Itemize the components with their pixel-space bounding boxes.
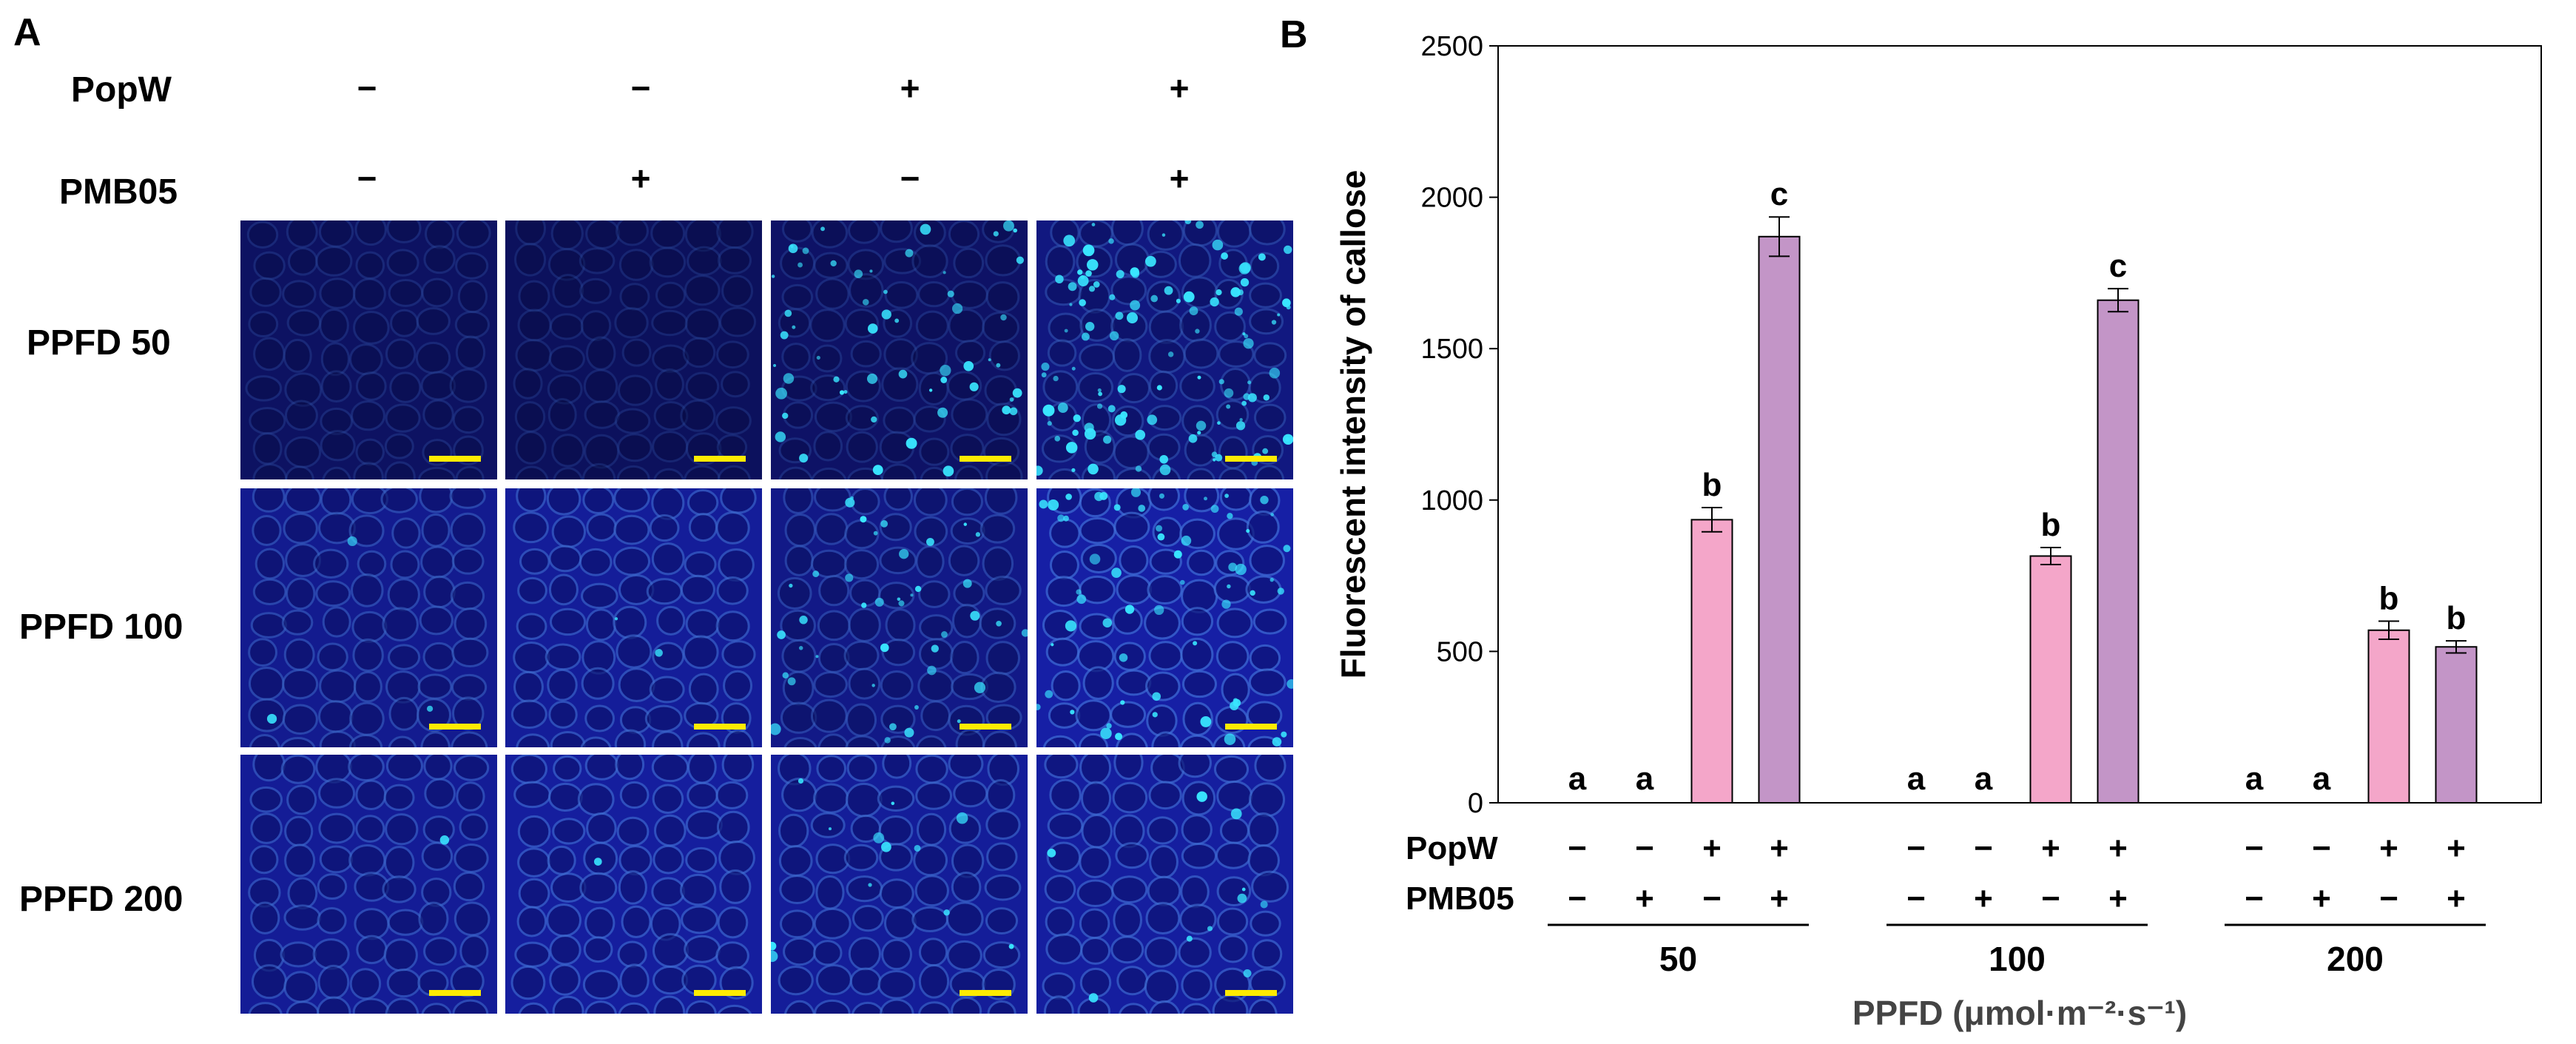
popw-sign-col1: − [357, 69, 377, 107]
popw-axis-label: PopW [1406, 830, 1498, 866]
micrograph-r3-c4 [1036, 755, 1293, 1014]
popw-sign: − [1906, 830, 1926, 866]
significance-letter: a [1568, 761, 1587, 797]
popw-sign: − [2312, 830, 2331, 866]
significance-letter: b [2041, 507, 2061, 543]
bar-50-4 [1758, 235, 1801, 804]
scale-bar [1225, 456, 1277, 462]
significance-letter: a [1907, 761, 1926, 797]
pmb05-sign: + [2447, 880, 2466, 917]
scale-bar [429, 456, 481, 462]
scale-bar [694, 724, 746, 730]
x-group-label-50: 50 [1659, 940, 1697, 978]
pmb05-sign: + [2108, 880, 2128, 917]
y-tick-label: 500 [1437, 636, 1483, 667]
popw-row-label: PopW [71, 70, 172, 110]
pmb05-sign-col3: − [900, 159, 920, 198]
micrograph-r3-c2 [505, 755, 762, 1014]
popw-sign: − [1635, 830, 1654, 866]
micrograph-r2-c3 [771, 488, 1028, 747]
popw-sign-col2: − [630, 69, 651, 107]
pmb05-sign: − [2245, 880, 2264, 917]
y-tick-label: 0 [1468, 788, 1483, 819]
micrograph-r2-c1 [240, 488, 497, 747]
micrograph-r2-c4 [1036, 488, 1293, 747]
scale-bar [1225, 990, 1277, 996]
panel-b-letter: B [1280, 13, 1308, 56]
pmb05-sign-col4: + [1169, 159, 1190, 198]
pmb05-sign: − [1702, 880, 1722, 917]
micrograph-r3-c3 [771, 755, 1028, 1014]
bar-100-4 [2097, 299, 2140, 804]
popw-sign-col3: + [900, 69, 920, 107]
x-axis-label: PPFD (μmol·m⁻²·s⁻¹) [1852, 994, 2187, 1032]
micrograph-r1-c1 [240, 220, 497, 479]
row-label-ppfd-50: PPFD 50 [27, 323, 171, 363]
pmb05-sign: + [1770, 880, 1789, 917]
popw-sign: + [1702, 830, 1722, 866]
micrograph-r1-c2 [505, 220, 762, 479]
y-axis-label: Fluorescent intensity of callose [1334, 170, 1372, 679]
scale-bar [960, 456, 1011, 462]
y-tick-label: 1500 [1420, 334, 1483, 365]
scale-bar [429, 990, 481, 996]
pmb05-sign: − [2379, 880, 2398, 917]
micrograph-r3-c1 [240, 755, 497, 1014]
y-tick-label: 2500 [1420, 31, 1483, 62]
bar-200-4 [2435, 646, 2478, 804]
panel-a-letter: A [13, 11, 41, 54]
pmb05-sign: − [1568, 880, 1587, 917]
pmb05-sign: − [2041, 880, 2060, 917]
significance-letter: a [2313, 761, 2331, 797]
significance-letter: c [1770, 176, 1788, 212]
y-tick-label: 2000 [1420, 183, 1483, 214]
significance-letter: a [1975, 761, 1993, 797]
row-label-ppfd-200: PPFD 200 [19, 880, 183, 919]
pmb05-sign-col1: − [357, 159, 377, 198]
y-tick-label: 1000 [1420, 485, 1483, 516]
significance-letter: b [2447, 600, 2467, 636]
bar-200-3 [2367, 629, 2410, 804]
pmb05-row-label: PMB05 [59, 172, 178, 212]
row-label-ppfd-100: PPFD 100 [19, 607, 183, 647]
significance-letter: b [2379, 580, 2399, 616]
scale-bar [960, 724, 1011, 730]
pmb05-sign: + [1635, 880, 1654, 917]
bar-100-3 [2029, 555, 2072, 804]
significance-letter: b [1702, 467, 1722, 503]
popw-sign: + [2041, 830, 2060, 866]
pmb05-sign: + [2312, 880, 2331, 917]
pmb05-sign: + [1974, 880, 1993, 917]
scale-bar [694, 456, 746, 462]
popw-sign: − [1974, 830, 1993, 866]
significance-letter: a [2245, 761, 2264, 797]
callose-bar-chart: B 0 500 1000 1500 2000 2500 Fluorescent intensi… [1280, 13, 2542, 1032]
significance-letter: c [2109, 248, 2127, 284]
popw-sign: − [1568, 830, 1587, 866]
popw-sign-col4: + [1169, 69, 1190, 107]
micrograph-r1-c4 [1036, 220, 1293, 479]
pmb05-axis-label: PMB05 [1406, 880, 1514, 917]
x-group-label-200: 200 [2327, 940, 2384, 978]
micrograph-r1-c3 [771, 220, 1028, 479]
scale-bar [1225, 724, 1277, 730]
scale-bar [960, 990, 1011, 996]
pmb05-sign-col2: + [630, 159, 651, 198]
pmb05-sign: − [1906, 880, 1926, 917]
significance-letter: a [1636, 761, 1654, 797]
micrograph-r2-c2 [505, 488, 762, 747]
popw-sign: + [2447, 830, 2466, 866]
popw-sign: − [2245, 830, 2264, 866]
popw-sign: + [1770, 830, 1789, 866]
scale-bar [429, 724, 481, 730]
popw-sign: + [2379, 830, 2398, 866]
scale-bar [694, 990, 746, 996]
bar-50-3 [1690, 519, 1733, 804]
x-group-label-100: 100 [1989, 940, 2046, 978]
popw-sign: + [2108, 830, 2128, 866]
plot-frame [1497, 45, 2542, 804]
